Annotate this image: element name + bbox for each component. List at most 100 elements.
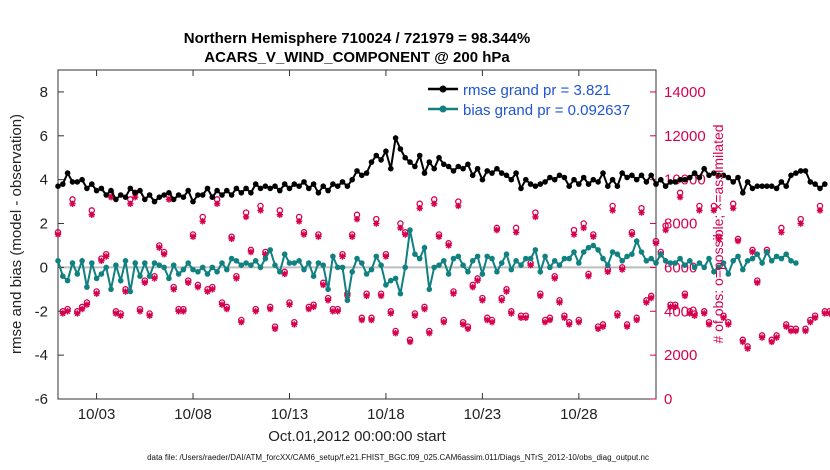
rmse-point (571, 176, 577, 183)
rmse-point (64, 170, 71, 176)
obs-assimilated-point (773, 334, 780, 341)
bias-point (484, 253, 491, 260)
obs-assimilated-point (647, 294, 655, 302)
bias-point (170, 262, 177, 269)
obs-assimilated-point (725, 321, 732, 328)
bias-point (354, 255, 360, 262)
bias-point (359, 260, 365, 266)
obs-assimilated-point (811, 314, 819, 322)
rmse-point (465, 161, 471, 168)
rmse-point (768, 183, 775, 189)
rmse-point (585, 181, 592, 187)
rmse-point (349, 176, 356, 183)
bias-point (633, 238, 640, 244)
rmse-point (219, 192, 225, 198)
bias-point (547, 264, 553, 271)
obs-assimilated-point (435, 233, 443, 240)
rmse-point (354, 168, 360, 174)
y-tick-right-label: 14000 (664, 84, 706, 101)
bias-point (301, 266, 307, 273)
obs-assimilated-point (411, 312, 419, 319)
bias-point (465, 269, 471, 275)
bias-point (455, 253, 462, 260)
rmse-point (175, 192, 182, 198)
rmse-point (55, 183, 61, 189)
obs-assimilated-point (537, 292, 544, 300)
bias-point (161, 264, 167, 271)
obs-assimilated-point (787, 327, 795, 335)
rmse-point (624, 174, 630, 181)
bias-point (344, 297, 351, 304)
rmse-point (508, 176, 515, 183)
obs-assimilated-point (778, 229, 785, 236)
rmse-point (277, 187, 283, 194)
bias-point (267, 247, 274, 253)
bias-point (561, 255, 568, 262)
rmse-point (807, 179, 814, 185)
obs-assimilated-point (426, 330, 433, 337)
bias-point (296, 258, 302, 264)
bias-point (730, 258, 736, 264)
rmse-line (57, 134, 826, 204)
bias-point (648, 255, 654, 262)
obs-assimilated-point (821, 310, 828, 317)
rmse-point (89, 181, 95, 187)
rmse-point (132, 190, 138, 196)
obs-assimilated-point (792, 327, 800, 335)
obs-assimilated-point (107, 194, 115, 201)
rmse-point (103, 192, 109, 198)
bias-point (768, 258, 775, 264)
obs-assimilated-point (599, 323, 607, 330)
rmse-point (715, 172, 722, 179)
obs-assimilated-point (339, 253, 346, 260)
y-tick-left-label: -2 (35, 303, 48, 320)
bias-point (566, 255, 572, 262)
rmse-point (267, 185, 274, 192)
obs-assimilated-point (286, 301, 293, 308)
rmse-point (749, 185, 756, 192)
rmse-point (98, 185, 105, 192)
rmse-point (74, 179, 81, 185)
bias-point (643, 258, 650, 264)
rmse-point (653, 181, 659, 187)
rmse-point (93, 187, 100, 194)
obs-assimilated-point (493, 226, 501, 234)
rmse-point (648, 172, 654, 179)
rmse-point (802, 168, 809, 174)
rmse-point (740, 190, 746, 196)
bias-point (272, 262, 278, 269)
rmse-point (658, 176, 664, 183)
bias-point (190, 266, 196, 273)
bias-point (416, 255, 423, 262)
rmse-point (436, 154, 442, 161)
bias-point (764, 249, 770, 255)
legend: rmse grand pr = 3.821 bias grand pr = 0.… (428, 82, 630, 119)
obs-assimilated-point (242, 213, 250, 221)
obs-assimilated-point (672, 303, 679, 311)
bias-point (228, 255, 235, 262)
bias-point (248, 262, 254, 269)
rmse-point (431, 165, 438, 172)
bias-point (397, 290, 404, 297)
obs-assimilated-point (484, 316, 491, 324)
rmse-point (576, 181, 582, 187)
rmse-point (108, 187, 114, 194)
rmse-point (812, 181, 818, 187)
obs-assimilated-point (54, 231, 62, 238)
bias-point (277, 269, 283, 275)
bias-point (306, 260, 312, 266)
bias-point (426, 286, 433, 293)
obs-assimilated-point (141, 279, 149, 286)
bias-point (445, 271, 452, 277)
bias-point (93, 275, 100, 282)
bias-point (614, 251, 621, 257)
y-tick-right-label: 8000 (664, 216, 697, 233)
rmse-point (474, 165, 481, 172)
bias-point (624, 253, 630, 260)
bias-point (576, 260, 582, 266)
obs-assimilated-point (266, 305, 274, 313)
obs-assimilated-point (353, 215, 361, 223)
bias-point (69, 260, 76, 266)
obs-assimilated-point (633, 316, 640, 324)
obs-assimilated-point (98, 257, 105, 265)
